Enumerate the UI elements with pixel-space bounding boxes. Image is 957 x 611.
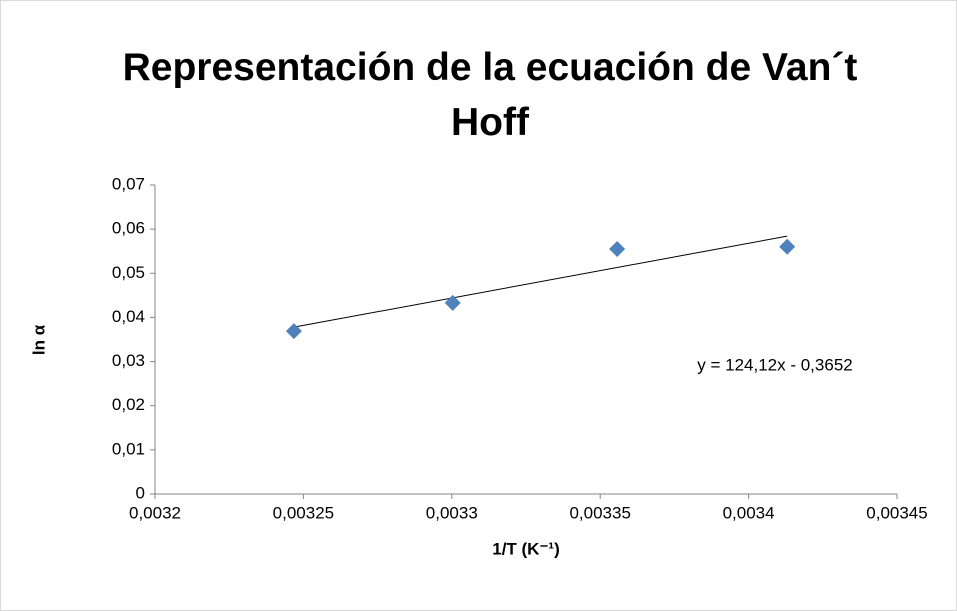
y-tick-label: 0,01 [112,439,145,458]
y-tick-label: 0,03 [112,351,145,370]
y-axis-label: ln α [29,324,48,355]
x-tick-label: 0,00325 [273,503,334,522]
data-point [285,323,302,340]
trendline-equation: y = 124,12x - 0,3652 [697,355,852,374]
y-tick-label: 0,06 [112,219,145,238]
y-tick-label: 0,07 [112,174,145,193]
x-axis-label: 1/T (K⁻¹) [492,539,560,558]
chart-title: Representación de la ecuación de Van´t H… [122,46,858,144]
data-point [444,294,461,311]
data-point [609,241,626,258]
y-tick-label: 0,05 [112,263,145,282]
x-tick-label: 0,0032 [129,503,181,522]
data-point [779,238,796,255]
x-tick-label: 0,00335 [569,503,630,522]
y-tick-label: 0,04 [112,307,145,326]
x-tick-label: 0,0033 [426,503,478,522]
y-tick-label: 0 [136,483,145,502]
x-tick-label: 0,00345 [866,503,927,522]
y-tick-label: 0,02 [112,395,145,414]
x-tick-label: 0,0034 [723,503,775,522]
trendline [293,235,788,328]
